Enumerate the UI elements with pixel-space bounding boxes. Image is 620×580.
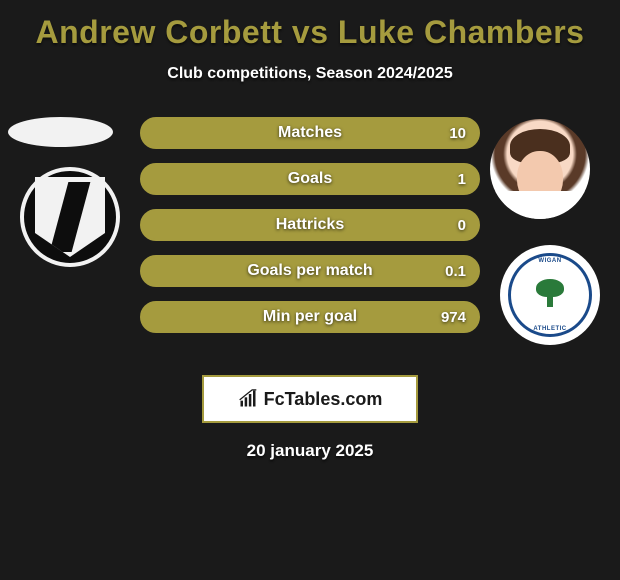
chart-icon [238,389,258,409]
stat-bars: Matches 10 Goals 1 Hattricks 0 Goals per… [140,117,480,347]
stat-row-hattricks: Hattricks 0 [140,209,480,241]
branding-text: FcTables.com [264,389,383,410]
subtitle: Club competitions, Season 2024/2025 [0,65,620,83]
tree-icon [534,279,566,311]
stat-label: Min per goal [263,308,357,326]
date-label: 20 january 2025 [0,441,620,461]
page-title: Andrew Corbett vs Luke Chambers [0,0,620,51]
stat-label: Goals [288,170,332,188]
club-right-name-top: WIGAN [538,258,561,264]
stat-row-goals-per-match: Goals per match 0.1 [140,255,480,287]
player-left-club-badge [20,167,120,267]
club-shield-icon [35,177,105,257]
stat-row-goals: Goals 1 [140,163,480,195]
player-right-club-badge: WIGAN ATHLETIC [500,245,600,345]
stat-right-value: 974 [441,309,466,326]
player-left-avatar [8,117,113,147]
stat-label: Goals per match [247,262,372,280]
club-right-name-bottom: ATHLETIC [533,326,566,332]
stat-row-matches: Matches 10 [140,117,480,149]
player-right-avatar [490,119,590,219]
comparison-panel: WIGAN ATHLETIC Matches 10 Goals 1 Hattri… [0,111,620,371]
avatar-placeholder-icon [8,117,113,147]
stat-row-min-per-goal: Min per goal 974 [140,301,480,333]
stat-right-value: 10 [449,125,466,142]
stat-label: Matches [278,124,342,142]
stat-right-value: 1 [458,171,466,188]
stat-right-value: 0 [458,217,466,234]
stat-label: Hattricks [276,216,344,234]
stat-right-value: 0.1 [445,263,466,280]
branding-badge: FcTables.com [202,375,418,423]
